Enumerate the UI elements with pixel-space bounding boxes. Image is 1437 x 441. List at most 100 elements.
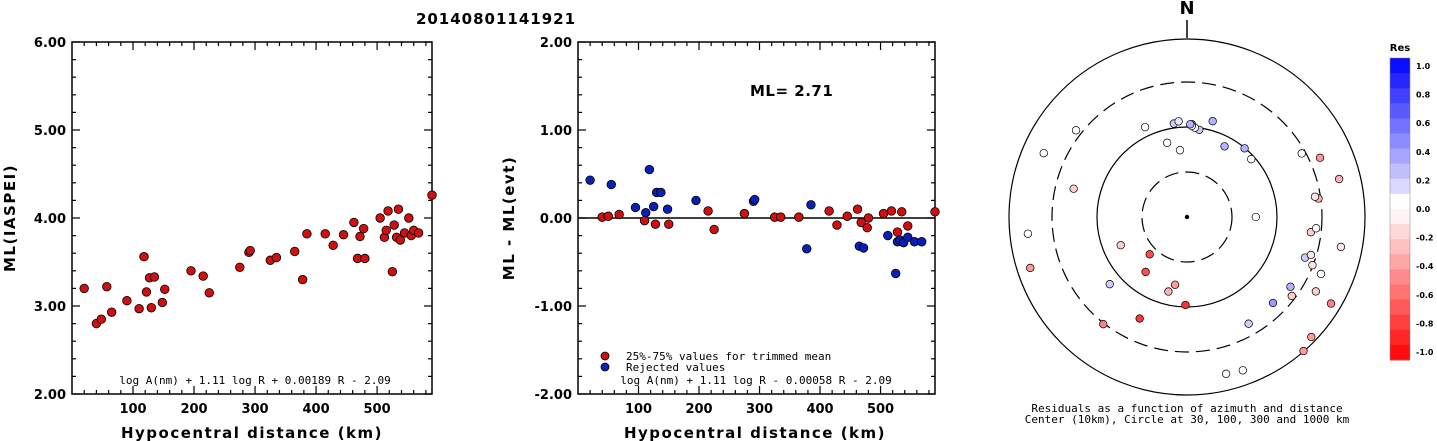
colorbar-tick-label: 0.6 <box>1416 119 1431 128</box>
data-point <box>656 187 666 198</box>
station-point <box>1316 269 1326 279</box>
x-axis-ticks: 100 200 300 400 500 <box>589 42 930 417</box>
colorbar-tick-label: 0.0 <box>1416 205 1431 214</box>
colorbar-cell <box>1390 118 1410 134</box>
colorbar-tick-label: 1.0 <box>1416 62 1431 71</box>
station-point <box>1135 314 1144 323</box>
station-point <box>1311 224 1321 233</box>
y-tick-label: 6.00 <box>34 36 66 51</box>
data-point <box>383 206 393 216</box>
station-point <box>1105 280 1114 289</box>
x-axis-ticks: 100 200 300 400 500 <box>83 42 427 417</box>
colorbar-cell <box>1390 269 1410 285</box>
data-points <box>1023 117 1346 378</box>
station-point <box>1099 320 1108 329</box>
station-point <box>1221 369 1231 378</box>
figure-title: 20140801141921 <box>416 10 576 28</box>
data-point <box>856 217 866 228</box>
station-point <box>1186 120 1195 129</box>
data-point <box>691 195 701 206</box>
formula-label: log A(nm) + 1.11 log R + 0.00189 R - 2.0… <box>119 374 391 387</box>
data-point <box>878 208 889 219</box>
panel-polar: N Residuals as a function of azimuth and… <box>1008 0 1366 426</box>
station-point <box>1145 250 1154 259</box>
colorbar-cell <box>1390 133 1410 150</box>
data-point <box>703 206 713 216</box>
station-point <box>1308 261 1317 270</box>
panel-left: 2.00 3.00 4.00 5.00 6.00 100 200 300 400 500 Hyp… <box>1 36 437 441</box>
data-point <box>858 243 869 253</box>
station-point <box>1069 184 1078 193</box>
data-point <box>106 307 117 317</box>
x-tick-label: 200 <box>180 402 207 417</box>
station-point <box>1244 319 1253 328</box>
data-point <box>302 229 312 239</box>
data-point <box>146 303 157 313</box>
y-tick-label: 3.00 <box>34 300 66 315</box>
data-point <box>149 272 160 282</box>
y-axis-label: ML - ML(evt) <box>500 156 518 280</box>
station-point <box>1251 212 1260 222</box>
data-point <box>271 252 282 263</box>
x-tick-label: 200 <box>685 402 712 417</box>
colorbar-title: Res <box>1390 43 1410 54</box>
colorbar-frame <box>1389 57 1411 361</box>
station-point <box>1164 287 1173 296</box>
data-point <box>832 220 842 230</box>
x-tick-label: 300 <box>241 402 268 417</box>
station-point <box>1268 298 1278 308</box>
y-tick-label: -2.00 <box>535 388 572 403</box>
station-point <box>1326 299 1336 308</box>
y-tick-label: 2.00 <box>540 36 572 51</box>
data-points <box>585 164 940 279</box>
data-point <box>141 287 152 297</box>
colorbar-cell <box>1390 209 1410 225</box>
data-point <box>852 204 863 214</box>
data-point <box>890 268 901 279</box>
y-tick-label: -1.00 <box>535 300 572 315</box>
data-point <box>862 222 872 233</box>
ml-annotation: ML= 2.71 <box>750 82 833 100</box>
colorbar-cell <box>1390 178 1410 195</box>
ring-1000km <box>1008 38 1366 396</box>
legend-marker-trimmed-mean <box>600 351 610 361</box>
station-point <box>1306 250 1316 260</box>
station-point <box>1170 280 1180 289</box>
station-point <box>1297 149 1306 158</box>
data-point <box>650 219 661 229</box>
y-tick-label: 5.00 <box>34 124 66 139</box>
data-point <box>297 274 308 285</box>
colorbar-tick-label: 0.2 <box>1416 176 1430 185</box>
data-point <box>393 204 404 214</box>
station-point <box>1286 282 1295 291</box>
colorbar-cell <box>1390 344 1410 361</box>
station-point <box>1310 192 1320 201</box>
y-tick-label: 1.00 <box>540 124 572 139</box>
data-point <box>709 224 719 235</box>
data-point <box>892 227 903 237</box>
data-point <box>916 237 927 247</box>
formula-label: log A(nm) + 1.11 log R - 0.00058 R - 2.0… <box>620 374 892 387</box>
colorbar-tick-label: 0.4 <box>1416 148 1431 157</box>
colorbar-tick-label: -0.4 <box>1416 262 1434 271</box>
data-point <box>290 246 300 257</box>
x-tick-label: 400 <box>302 402 329 417</box>
colorbar-cell <box>1390 314 1410 331</box>
data-point <box>96 314 106 324</box>
y-tick-label: 4.00 <box>34 212 66 227</box>
data-point <box>404 213 414 223</box>
colorbar-cell <box>1390 193 1410 210</box>
data-point <box>824 206 834 216</box>
station-point <box>1175 146 1185 155</box>
center-point <box>1184 214 1190 220</box>
station-point <box>1208 117 1217 126</box>
data-point <box>79 283 89 294</box>
station-point <box>1299 346 1308 356</box>
y-axis-label: ML(IASPEI) <box>1 164 19 272</box>
data-point <box>603 211 613 221</box>
data-point <box>641 208 651 218</box>
data-point <box>160 284 170 294</box>
data-point <box>903 232 913 243</box>
data-point <box>776 212 786 222</box>
data-point <box>186 266 196 276</box>
